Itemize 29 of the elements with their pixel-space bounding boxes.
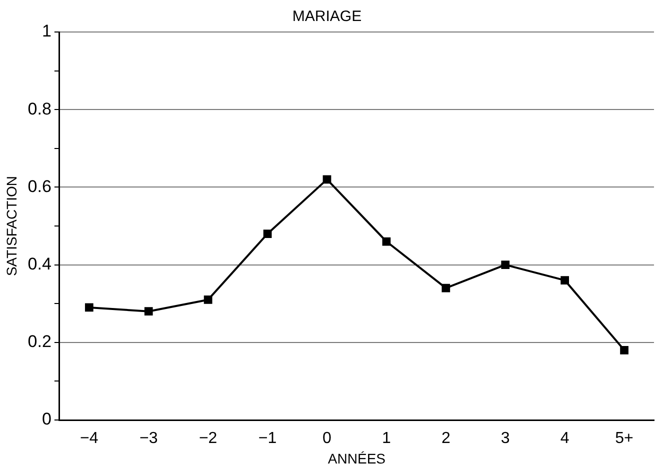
- x-tick-label: 0: [322, 430, 332, 448]
- point: [560, 276, 569, 284]
- x-tick-label: 3: [500, 430, 510, 448]
- chart-title: MARIAGE: [292, 8, 362, 26]
- x-tick-label: −3: [139, 430, 158, 448]
- point: [382, 237, 391, 246]
- y-tick-label: 1: [42, 22, 52, 41]
- x-tick-label: 1: [382, 430, 391, 448]
- y-tick-label: 0.8: [28, 99, 52, 118]
- x-tick-label: 4: [560, 430, 570, 448]
- y-tick-label: 0: [42, 410, 52, 429]
- x-tick-label: 2: [441, 430, 450, 448]
- x-tick-label: −1: [258, 430, 277, 448]
- point: [501, 260, 510, 269]
- point: [322, 175, 332, 184]
- point: [84, 303, 94, 312]
- x-tick-label: 5+: [615, 430, 634, 448]
- y-axis-title: SATISFACTION: [3, 176, 20, 276]
- point: [144, 307, 153, 316]
- y-tick-label: 0.4: [28, 254, 52, 274]
- point: [263, 230, 272, 238]
- point: [620, 346, 628, 354]
- y-tick-label: 0.6: [28, 176, 52, 196]
- point: [204, 296, 212, 304]
- y-tick-label: 0.2: [28, 332, 52, 352]
- x-axis-title: ANNÉES: [328, 450, 386, 466]
- x-tick-label: −4: [80, 430, 98, 448]
- x-tick-label: −2: [198, 430, 218, 448]
- point: [442, 284, 450, 292]
